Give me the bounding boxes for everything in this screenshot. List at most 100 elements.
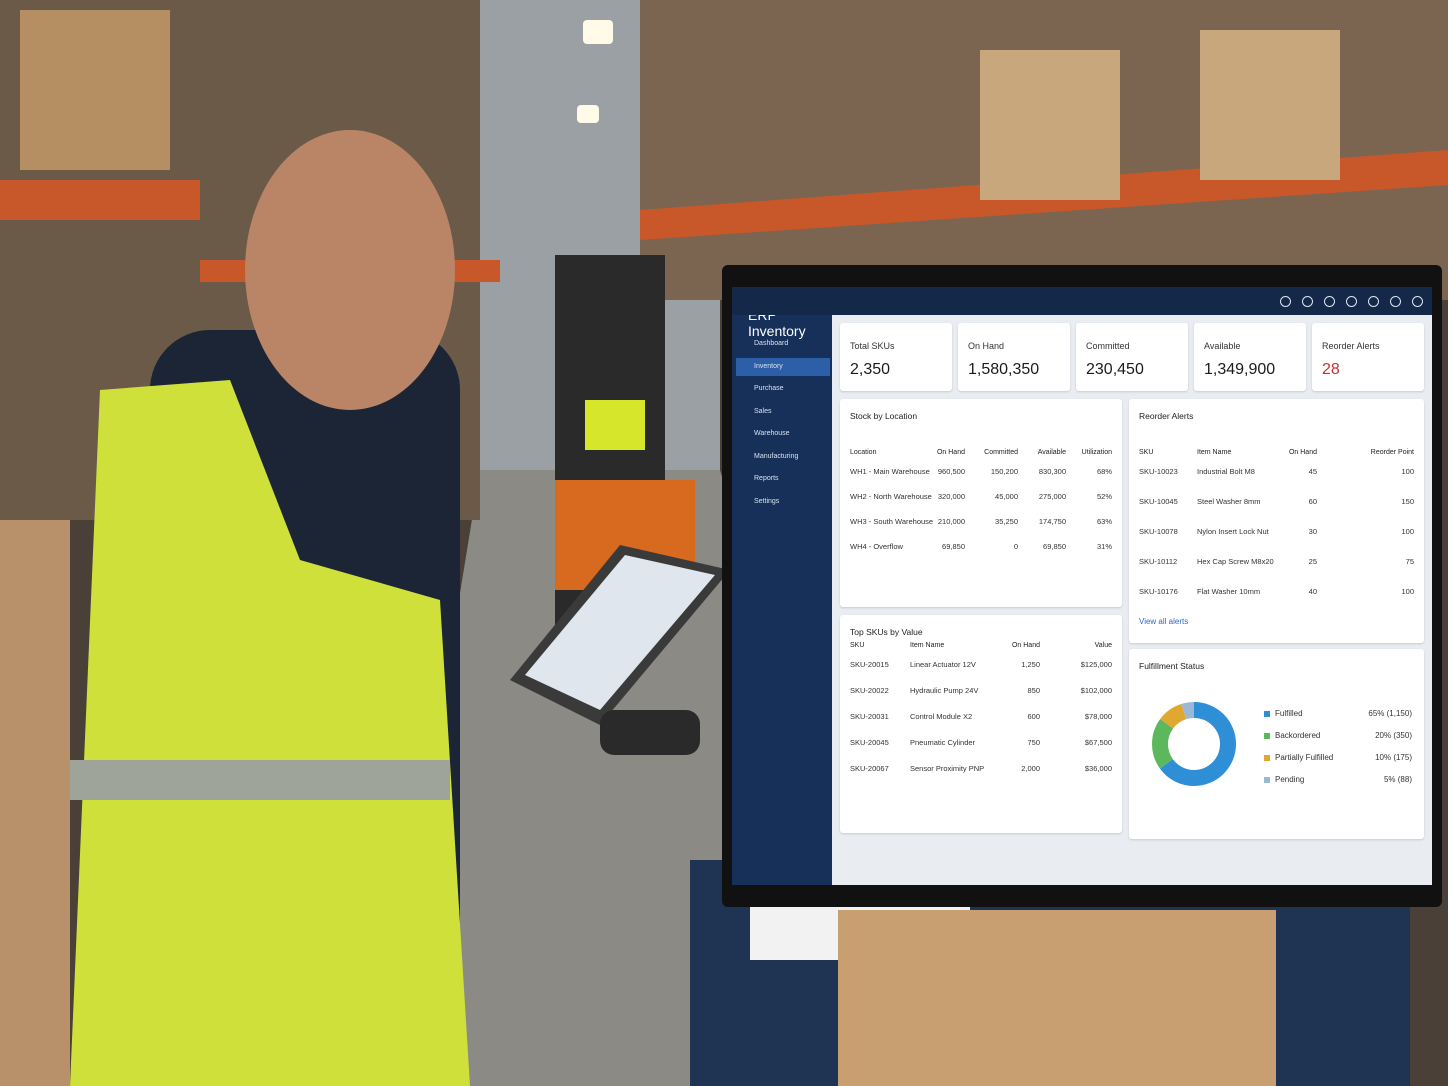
tablet-screen	[525, 555, 715, 710]
cardboard-box	[838, 910, 1276, 1086]
table-cell: Steel Washer 8mm	[1197, 497, 1261, 506]
table-cell: 75	[1405, 557, 1414, 566]
legend-value: 5% (88)	[1383, 775, 1412, 784]
legend-swatch	[1264, 733, 1270, 739]
toolbar-icon[interactable]	[1346, 296, 1357, 307]
table-cell: SKU-20022	[850, 686, 889, 695]
table-cell: 850	[1027, 686, 1040, 695]
nav-item[interactable]: Reports	[754, 475, 779, 482]
erp-screen: ERP Inventory Dashboard Inventory Purchase…	[732, 287, 1432, 885]
box-stack	[980, 50, 1120, 200]
nav-item[interactable]: Purchase	[754, 385, 784, 392]
nav-item[interactable]: Inventory	[736, 357, 830, 376]
kpi-card: Committed 230,450	[1076, 323, 1188, 391]
table-cell: 320,000	[937, 492, 965, 501]
view-all-link[interactable]: View all alerts	[1139, 617, 1189, 626]
toolbar-icon[interactable]	[1280, 296, 1291, 307]
table-cell: 69,850	[942, 542, 965, 551]
nav-item[interactable]: Dashboard	[754, 340, 789, 347]
kpi-label: Reorder Alerts	[1322, 341, 1380, 351]
toolbar-icon[interactable]	[1412, 296, 1423, 307]
table-cell: Nylon Insert Lock Nut	[1197, 527, 1269, 536]
legend-name: Pending	[1275, 775, 1305, 784]
table-cell: WH3 - South Warehouse	[850, 517, 934, 526]
table-cell: Hydraulic Pump 24V	[910, 686, 979, 695]
table-cell: WH1 - Main Warehouse	[850, 467, 930, 476]
table-cell: SKU-10112	[1139, 557, 1178, 566]
table-cell: 150	[1401, 497, 1414, 506]
top-bar	[732, 287, 1432, 315]
column-header: SKU	[850, 642, 865, 649]
table-cell: 60	[1308, 497, 1317, 506]
column-header: Item Name	[1197, 449, 1232, 456]
column-header: Item Name	[910, 642, 945, 649]
card-title: Top SKUs by Value	[850, 627, 923, 637]
table-cell: SKU-10045	[1139, 497, 1178, 506]
column-header: On Hand	[936, 449, 965, 456]
table-cell: 830,300	[1038, 467, 1066, 476]
kpi-card: On Hand 1,580,350	[958, 323, 1070, 391]
monitor: ERP Inventory Dashboard Inventory Purchase…	[722, 265, 1442, 907]
kpi-card: Total SKUs 2,350	[840, 323, 952, 391]
table-cell: Hex Cap Screw M8x20	[1197, 557, 1274, 566]
table-cell: $78,000	[1084, 712, 1112, 721]
table-cell: 100	[1401, 587, 1414, 596]
table-cell: SKU-10176	[1139, 587, 1178, 596]
table-cell: 275,000	[1038, 492, 1066, 501]
kpi-card: Available 1,349,900	[1194, 323, 1306, 391]
ceiling-light	[583, 20, 613, 44]
table-cell: 40	[1308, 587, 1317, 596]
box-stack	[1200, 30, 1340, 180]
donut-segment	[1152, 702, 1236, 786]
table-cell: WH2 - North Warehouse	[850, 492, 932, 501]
legend-value: 10% (175)	[1375, 753, 1412, 762]
table-cell: 750	[1027, 738, 1040, 747]
nav-item[interactable]: Sales	[754, 407, 772, 415]
nav-item[interactable]: Warehouse	[754, 430, 790, 437]
table-cell: 100	[1401, 527, 1414, 536]
toolbar-icon[interactable]	[1368, 296, 1379, 307]
table-cell: 31%	[1096, 542, 1112, 551]
column-header: Value	[1094, 642, 1112, 649]
table-cell: SKU-10023	[1139, 467, 1178, 476]
toolbar-icon[interactable]	[1324, 296, 1335, 307]
table-cell: 45	[1308, 467, 1317, 476]
kpi-value: 1,580,350	[968, 361, 1040, 378]
table-cell: SKU-20031	[850, 712, 889, 721]
table-cell: 1,250	[1021, 660, 1040, 669]
table-cell: Sensor Proximity PNP	[910, 764, 985, 773]
kpi-value: 1,349,900	[1204, 361, 1276, 378]
table-cell: 52%	[1096, 492, 1112, 501]
table-cell: 100	[1401, 467, 1414, 476]
table-cell: SKU-20045	[850, 738, 889, 747]
table-cell: 2,000	[1021, 764, 1040, 773]
table-cell: 210,000	[937, 517, 965, 526]
table-cell: SKU-10078	[1139, 527, 1178, 536]
column-header: Utilization	[1081, 449, 1112, 456]
table-cell: 960,500	[937, 467, 965, 476]
column-header: Location	[850, 449, 877, 456]
nav-item[interactable]: Settings	[754, 497, 780, 505]
ceiling-light	[577, 105, 599, 123]
table-cell: SKU-20015	[850, 660, 889, 669]
legend-value: 20% (350)	[1375, 731, 1412, 740]
table-cell: SKU-20067	[850, 764, 889, 773]
kpi-label: On Hand	[968, 341, 1005, 351]
legend-name: Partially Fulfilled	[1275, 753, 1334, 762]
table-cell: 45,000	[995, 492, 1018, 501]
table-cell: $36,000	[1084, 764, 1112, 773]
table-cell: 25	[1308, 557, 1317, 566]
table-cell: $125,000	[1080, 660, 1112, 669]
table-cell: 35,250	[995, 517, 1018, 526]
card: Reorder Alerts SKU Item Name On Hand Reorder…	[1129, 399, 1424, 643]
toolbar-icon[interactable]	[1390, 296, 1401, 307]
toolbar-icon[interactable]	[1302, 296, 1313, 307]
kpi-label: Committed	[1086, 341, 1130, 351]
table-cell: 68%	[1096, 467, 1112, 476]
nav-item[interactable]: Manufacturing	[754, 452, 799, 460]
table-cell: Industrial Bolt M8	[1197, 467, 1255, 476]
table-cell: 0	[1013, 542, 1018, 551]
card: Stock by Location Location On Hand Committe…	[840, 399, 1122, 607]
